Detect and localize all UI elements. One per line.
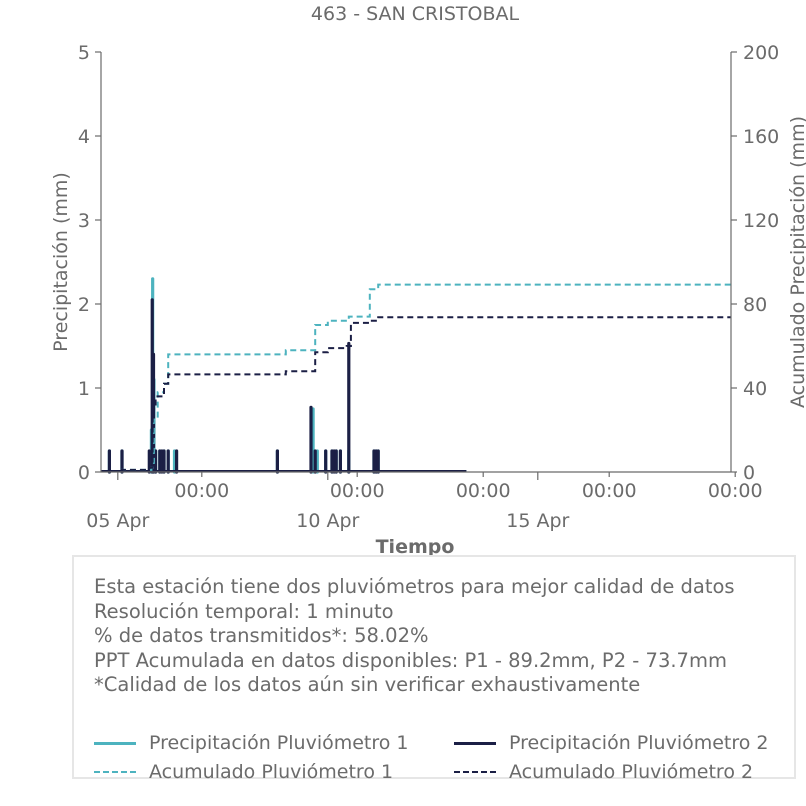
legend-swatch-p1 — [94, 741, 136, 745]
legend-item-p1: Precipitación Pluviómetro 1 — [94, 732, 409, 754]
y-tick-label-left: 2 — [78, 294, 90, 316]
info-text: Esta estación tiene dos pluviómetros par… — [94, 575, 735, 698]
y-tick-label-right: 200 — [743, 42, 779, 64]
accumulated-line-1 — [101, 283, 731, 472]
y-tick-label-right: 80 — [743, 294, 767, 316]
legend-swatch-acc-p2 — [454, 771, 496, 773]
axes: 0 1 2 3 4 5 0 40 80 120 160 200 00:00 00:00 00:00 00:00… — [78, 42, 779, 532]
y-axis-label: Precipitación (mm) — [50, 172, 72, 352]
x-tick-label-minor: 00:00 — [330, 480, 385, 502]
legend-label-acc-p1: Acumulado Pluviómetro 1 — [149, 761, 394, 783]
x-tick-label-major: 10 Apr — [296, 510, 359, 532]
plot-area — [101, 277, 731, 474]
x-tick-label-minor: 00:00 — [456, 480, 511, 502]
y-tick-label-right: 160 — [743, 126, 779, 148]
x-tick-label-minor: 00:00 — [174, 480, 229, 502]
chart: 463 - SAN CRISTOBAL Precipitación (mm) A… — [50, 3, 806, 558]
accumulated-line-2 — [101, 316, 731, 472]
y-tick-label-left: 4 — [78, 126, 90, 148]
y-tick-label-right: 40 — [743, 378, 767, 400]
y-tick-label-left: 0 — [78, 462, 90, 484]
y-tick-label-left: 1 — [78, 378, 90, 400]
chart-title: 463 - SAN CRISTOBAL — [311, 3, 520, 25]
y-tick-label-right: 120 — [743, 210, 779, 232]
legend-label-acc-p2: Acumulado Pluviómetro 2 — [509, 761, 754, 783]
info-line-resolution: Resolución temporal: 1 minuto — [94, 599, 394, 623]
legend-item-acc-p2: Acumulado Pluviómetro 2 — [454, 761, 753, 783]
info-line-dual-gauge: Esta estación tiene dos pluviómetros par… — [94, 575, 735, 598]
legend-label-p1: Precipitación Pluviómetro 1 — [149, 732, 409, 754]
legend-item-acc-p1: Acumulado Pluviómetro 1 — [94, 761, 393, 783]
x-axis-label: Tiempo — [376, 536, 455, 558]
x-tick-label-minor: 00:00 — [708, 480, 763, 502]
info-line-transmitted: % de datos transmitidos*: 58.02% — [94, 624, 429, 647]
x-tick-label-major: 05 Apr — [86, 510, 149, 532]
info-line-quality-note: *Calidad de los datos aún sin verificar … — [94, 673, 641, 696]
x-tick-label-major: 15 Apr — [506, 510, 569, 532]
legend-item-p2: Precipitación Pluviómetro 2 — [454, 732, 769, 754]
y-tick-label-right: 0 — [743, 462, 755, 484]
y-tick-label-left: 5 — [78, 42, 90, 64]
y-tick-label-left: 3 — [78, 210, 90, 232]
y-axis-right-label: Acumulado Precipitación (mm) — [787, 116, 806, 408]
info-line-accumulated: PPT Acumulada en datos disponibles: P1 -… — [94, 648, 727, 672]
info-box: Esta estación tiene dos pluviómetros par… — [72, 555, 796, 783]
legend-swatch-p2 — [454, 741, 496, 745]
x-tick-label-minor: 00:00 — [582, 480, 637, 502]
legend-swatch-acc-p1 — [94, 771, 136, 773]
legend-label-p2: Precipitación Pluviómetro 2 — [509, 732, 769, 754]
